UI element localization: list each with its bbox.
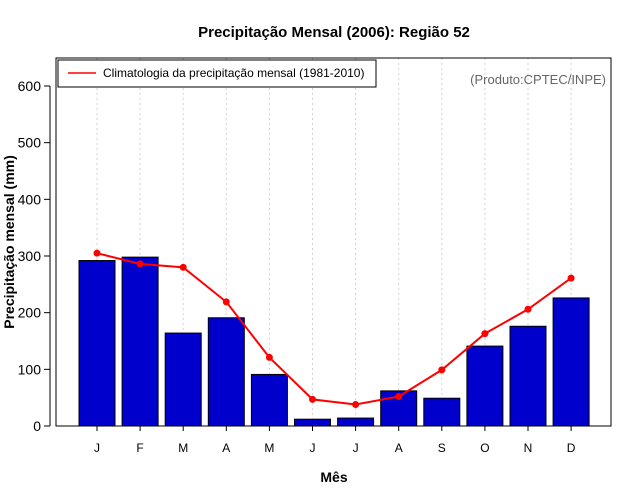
climatology-point-10 <box>481 330 489 338</box>
climatology-point-12 <box>567 274 575 282</box>
y-tick-label: 500 <box>18 135 42 151</box>
legend-box <box>57 59 377 88</box>
climatology-point-1 <box>93 249 101 257</box>
x-tick-label: D <box>567 441 576 455</box>
x-tick-label: M <box>178 441 188 455</box>
bar-3 <box>164 332 202 427</box>
x-tick-label: A <box>222 441 230 455</box>
y-axis-label: Precipitação mensal (mm) <box>1 155 17 329</box>
legend: Climatologia da precipitação mensal (198… <box>57 59 377 88</box>
bar-12 <box>552 297 590 427</box>
climatology-point-9 <box>438 366 446 374</box>
y-tick-label: 100 <box>18 361 42 377</box>
bar-6 <box>294 418 331 427</box>
y-axis: 0 100 200 300 400 500 600 <box>18 78 51 434</box>
x-tick-label: O <box>480 441 489 455</box>
bar-series <box>78 256 590 427</box>
bar-2 <box>121 256 159 427</box>
y-tick-label: 600 <box>18 78 42 94</box>
y-tick-label: 0 <box>33 418 41 434</box>
climatology-point-4 <box>222 298 230 306</box>
y-tick-label: 300 <box>18 248 42 264</box>
x-tick-label: J <box>94 441 100 455</box>
climatology-point-11 <box>524 305 532 313</box>
x-tick-label: M <box>264 441 274 455</box>
plot-frame <box>55 57 612 427</box>
climatology-line <box>96 252 572 406</box>
climatology-point-7 <box>352 400 360 408</box>
source-annotation: (Produto:CPTEC/INPE) <box>470 72 606 87</box>
bar-9 <box>423 397 461 427</box>
x-tick-label: J <box>353 441 359 455</box>
x-tick-label: S <box>438 441 446 455</box>
climatology-point-5 <box>265 353 273 361</box>
x-tick-label: N <box>524 441 533 455</box>
bar-5 <box>250 373 288 427</box>
bar-11 <box>509 325 547 427</box>
x-tick-label: J <box>310 441 316 455</box>
bar-10 <box>466 345 504 427</box>
bar-1 <box>78 260 116 427</box>
y-tick-label: 400 <box>18 191 42 207</box>
x-tick-label: F <box>136 441 143 455</box>
climatology-series <box>93 249 575 408</box>
legend-entry-climatology: Climatologia da precipitação mensal (198… <box>103 66 364 80</box>
chart-title: Precipitação Mensal (2006): Região 52 <box>198 24 470 41</box>
climatology-point-8 <box>395 393 403 401</box>
bar-7 <box>337 417 375 427</box>
climatology-point-6 <box>309 395 316 403</box>
x-axis-label: Mês <box>320 469 347 485</box>
y-tick-label: 200 <box>18 305 42 321</box>
x-tick-label: A <box>395 441 403 455</box>
climatology-point-3 <box>179 263 187 271</box>
climatology-point-2 <box>136 260 144 268</box>
bar-4 <box>207 317 245 427</box>
